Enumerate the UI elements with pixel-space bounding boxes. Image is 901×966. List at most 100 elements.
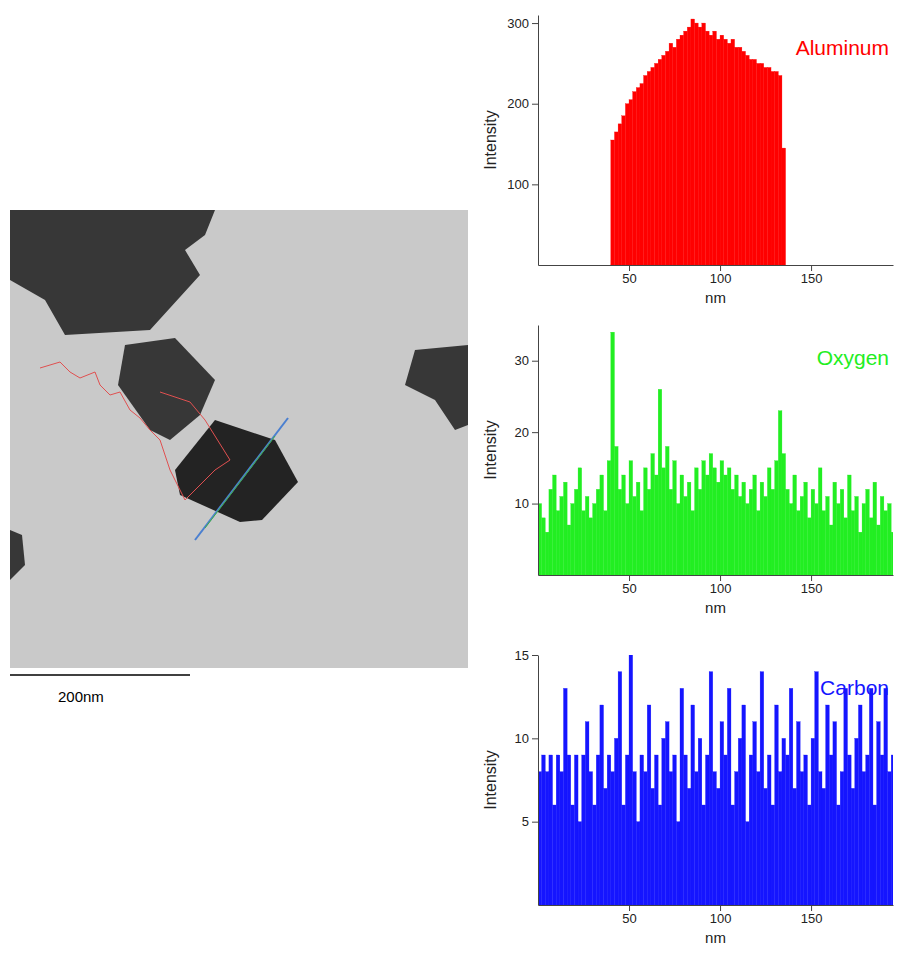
bar [567, 755, 571, 905]
bar [847, 475, 851, 575]
x-tick-label: 100 [710, 911, 732, 926]
y-axis: 102030 [515, 326, 539, 576]
x-tick-label: 150 [801, 911, 823, 926]
bar [625, 755, 629, 905]
y-tick-mark [532, 23, 538, 24]
bar [665, 722, 669, 905]
bar [640, 755, 644, 905]
bar [884, 688, 888, 905]
bar [622, 475, 626, 575]
bar [589, 265, 593, 266]
bar [818, 772, 822, 905]
bar [574, 489, 578, 575]
bar [614, 446, 618, 575]
bar [782, 454, 786, 575]
x-tick: 100 [710, 575, 732, 596]
bar [698, 738, 702, 905]
bar [727, 468, 731, 575]
y-tick-label: 20 [515, 425, 529, 440]
y-tick-mark [532, 361, 538, 362]
particle [175, 420, 298, 522]
bar [818, 265, 822, 266]
bar [858, 705, 862, 905]
bar [622, 805, 626, 905]
x-tick-mark [811, 265, 812, 271]
bar [705, 475, 709, 575]
bar [847, 265, 851, 266]
bar [746, 822, 750, 905]
bars [538, 332, 893, 575]
bar [826, 496, 830, 575]
bar [815, 504, 819, 575]
bar [888, 265, 892, 266]
bar [545, 772, 549, 905]
bar [684, 496, 688, 575]
bar [629, 100, 633, 265]
bar [713, 468, 717, 575]
bar [563, 265, 567, 266]
bar [644, 468, 648, 575]
bar [884, 265, 888, 266]
bar [789, 688, 793, 905]
bar [691, 19, 695, 265]
bar [542, 518, 546, 575]
bar [702, 461, 706, 575]
y-tick: 300 [507, 16, 538, 31]
bar [549, 265, 553, 266]
bar [611, 140, 615, 265]
bar [709, 454, 713, 575]
x-axis-line [539, 575, 894, 576]
bar [767, 755, 771, 905]
bar [880, 265, 884, 266]
bar [589, 518, 593, 575]
bar [753, 475, 757, 575]
bar [695, 772, 699, 905]
bar [786, 755, 790, 905]
bar [640, 84, 644, 265]
y-tick: 100 [507, 177, 538, 192]
bar [833, 722, 837, 905]
bar [756, 772, 760, 905]
bar [862, 772, 866, 905]
image-background [10, 210, 468, 668]
bar [651, 454, 655, 575]
bar [578, 822, 582, 905]
bar [793, 788, 797, 905]
bar [556, 511, 560, 575]
bar [633, 496, 637, 575]
bar [869, 518, 873, 575]
bar [698, 489, 702, 575]
bar [647, 705, 651, 905]
bar [775, 71, 779, 265]
bar [775, 461, 779, 575]
bar [884, 511, 888, 575]
x-tick: 150 [801, 905, 823, 926]
bar [753, 722, 757, 905]
chart-title: Carbon [820, 676, 889, 699]
x-axis-title: nm [705, 599, 726, 616]
bar [604, 788, 608, 905]
bar [593, 504, 597, 575]
bar [662, 738, 666, 905]
x-axis: 50100150 [539, 265, 894, 286]
x-tick: 50 [622, 905, 636, 926]
bar [647, 71, 651, 265]
bar [811, 489, 815, 575]
bar [705, 755, 709, 905]
bar [720, 461, 724, 575]
bar [687, 482, 691, 575]
bar [629, 461, 633, 575]
bar [778, 772, 782, 905]
bar [855, 265, 859, 266]
bar [807, 518, 811, 575]
bar [858, 532, 862, 575]
bar [800, 772, 804, 905]
x-axis-title: nm [705, 289, 726, 306]
bar [789, 265, 793, 266]
y-axis-line [538, 326, 539, 576]
x-tick: 150 [801, 265, 823, 286]
bar [585, 496, 589, 575]
bar [738, 496, 742, 575]
bar [644, 772, 648, 905]
bar [855, 496, 859, 575]
